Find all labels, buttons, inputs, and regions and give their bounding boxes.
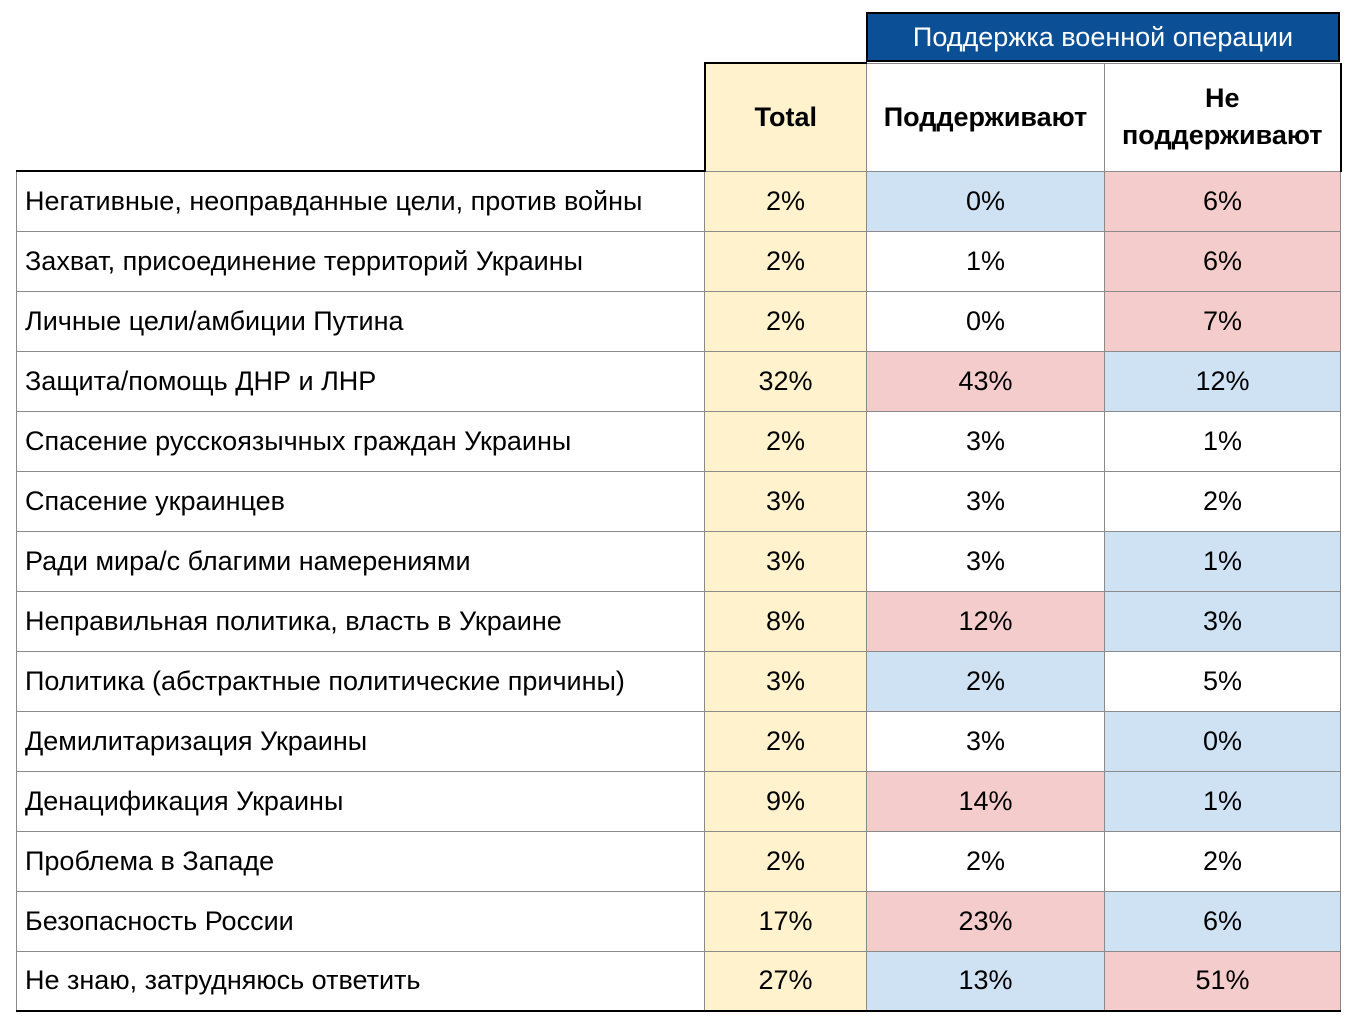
group-header-label: Поддержка военной операции xyxy=(912,21,1294,52)
table-row: Денацификация Украины 9% 14% 1% xyxy=(16,770,1341,832)
total-value-cell: 2% xyxy=(704,170,867,232)
support-value-cell: 3% xyxy=(866,530,1105,592)
not-support-value-cell: 5% xyxy=(1104,650,1341,712)
column-header-total: Total xyxy=(703,62,867,172)
not-support-value-cell: 1% xyxy=(1104,770,1341,832)
table-row: Ради мира/с благими намерениями 3% 3% 1% xyxy=(16,530,1341,592)
table-row: Не знаю, затрудняюсь ответить 27% 13% 51% xyxy=(16,950,1341,1012)
row-label-cell: Неправильная политика, власть в Украине xyxy=(16,590,705,652)
table-row: Спасение украинцев 3% 3% 2% xyxy=(16,470,1341,532)
row-label-cell: Спасение русскоязычных граждан Украины xyxy=(16,410,705,472)
total-value-cell: 32% xyxy=(704,350,867,412)
table-row: Спасение русскоязычных граждан Украины 2%… xyxy=(16,410,1341,472)
total-value-cell: 9% xyxy=(704,770,867,832)
total-value-cell: 17% xyxy=(704,890,867,952)
column-header-support: Поддерживают xyxy=(866,62,1105,172)
support-value-cell: 2% xyxy=(866,830,1105,892)
support-value-cell: 2% xyxy=(866,650,1105,712)
row-label-cell: Ради мира/с благими намерениями xyxy=(16,530,705,592)
total-value-cell: 27% xyxy=(704,950,867,1012)
support-value-cell: 1% xyxy=(866,230,1105,292)
not-support-value-cell: 7% xyxy=(1104,290,1341,352)
support-value-cell: 13% xyxy=(866,950,1105,1012)
support-value-cell: 3% xyxy=(866,470,1105,532)
total-value-cell: 2% xyxy=(704,710,867,772)
not-support-value-cell: 3% xyxy=(1104,590,1341,652)
table-row: Защита/помощь ДНР и ЛНР 32% 43% 12% xyxy=(16,350,1341,412)
table-row: Проблема в Западе 2% 2% 2% xyxy=(16,830,1341,892)
support-value-cell: 23% xyxy=(866,890,1105,952)
row-label-cell: Защита/помощь ДНР и ЛНР xyxy=(16,350,705,412)
total-value-cell: 3% xyxy=(704,470,867,532)
row-label-cell: Захват, присоединение территорий Украины xyxy=(16,230,705,292)
header-blank-cell xyxy=(16,63,706,172)
header-row: Total Поддерживают Не поддерживают xyxy=(16,62,1342,172)
not-support-value-cell: 2% xyxy=(1104,470,1341,532)
support-value-cell: 0% xyxy=(866,170,1105,232)
table-row: Захват, присоединение территорий Украины… xyxy=(16,230,1341,292)
total-value-cell: 2% xyxy=(704,230,867,292)
not-support-value-cell: 1% xyxy=(1104,410,1341,472)
row-label-cell: Спасение украинцев xyxy=(16,470,705,532)
total-value-cell: 2% xyxy=(704,410,867,472)
row-label-cell: Личные цели/амбиции Путина xyxy=(16,290,705,352)
not-support-value-cell: 2% xyxy=(1104,830,1341,892)
row-label-cell: Денацификация Украины xyxy=(16,770,705,832)
total-value-cell: 8% xyxy=(704,590,867,652)
not-support-value-cell: 1% xyxy=(1104,530,1341,592)
total-value-cell: 3% xyxy=(704,530,867,592)
table-row: Демилитаризация Украины 2% 3% 0% xyxy=(16,710,1341,772)
not-support-value-cell: 6% xyxy=(1104,170,1341,232)
results-table: Total Поддерживают Не поддерживают Негати… xyxy=(16,62,1342,1012)
support-value-cell: 12% xyxy=(866,590,1105,652)
row-label-cell: Демилитаризация Украины xyxy=(16,710,705,772)
group-header-military-operation-support: Поддержка военной операции xyxy=(866,12,1340,62)
row-label-cell: Негативные, неоправданные цели, против в… xyxy=(16,170,705,232)
not-support-value-cell: 12% xyxy=(1104,350,1341,412)
table-row: Безопасность России 17% 23% 6% xyxy=(16,890,1341,952)
row-label-cell: Политика (абстрактные политические причи… xyxy=(16,650,705,712)
not-support-value-cell: 6% xyxy=(1104,890,1341,952)
support-value-cell: 14% xyxy=(866,770,1105,832)
total-value-cell: 2% xyxy=(704,830,867,892)
support-value-cell: 3% xyxy=(866,710,1105,772)
table-row: Политика (абстрактные политические причи… xyxy=(16,650,1341,712)
table-row: Личные цели/амбиции Путина 2% 0% 7% xyxy=(16,290,1341,352)
table-body: Негативные, неоправданные цели, против в… xyxy=(16,170,1341,1012)
not-support-value-cell: 0% xyxy=(1104,710,1341,772)
not-support-value-cell: 51% xyxy=(1104,950,1341,1012)
row-label-cell: Проблема в Западе xyxy=(16,830,705,892)
total-value-cell: 3% xyxy=(704,650,867,712)
support-value-cell: 3% xyxy=(866,410,1105,472)
table-row: Неправильная политика, власть в Украине 8… xyxy=(16,590,1341,652)
column-header-not-support: Не поддерживают xyxy=(1104,62,1342,172)
support-value-cell: 43% xyxy=(866,350,1105,412)
support-value-cell: 0% xyxy=(866,290,1105,352)
row-label-cell: Безопасность России xyxy=(16,890,705,952)
total-value-cell: 2% xyxy=(704,290,867,352)
row-label-cell: Не знаю, затрудняюсь ответить xyxy=(16,950,705,1012)
not-support-value-cell: 6% xyxy=(1104,230,1341,292)
table-row: Негативные, неоправданные цели, против в… xyxy=(16,170,1341,232)
